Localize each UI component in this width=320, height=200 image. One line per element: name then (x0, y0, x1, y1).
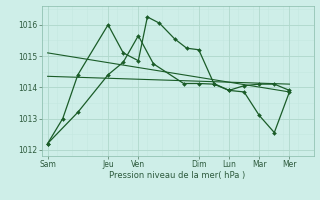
X-axis label: Pression niveau de la mer( hPa ): Pression niveau de la mer( hPa ) (109, 171, 246, 180)
